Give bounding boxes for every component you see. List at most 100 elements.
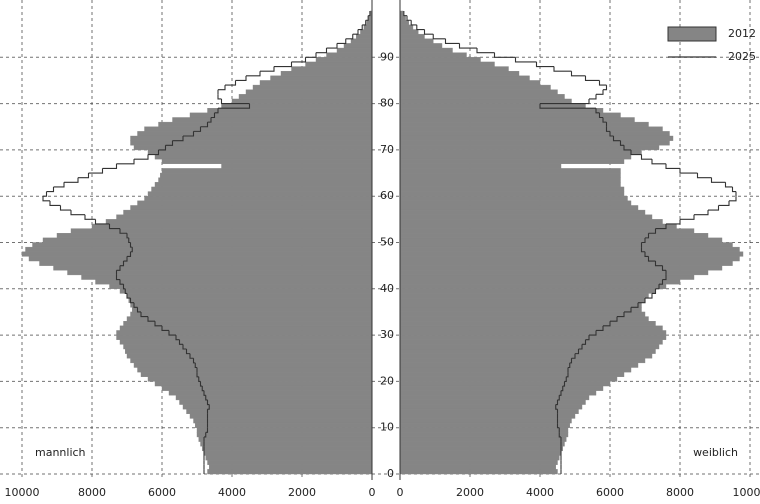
legend-label: 2012 (728, 27, 756, 40)
step-line (564, 376, 567, 382)
step-line (49, 200, 61, 207)
step-line (729, 196, 737, 202)
step-line (183, 131, 195, 137)
bar (21, 251, 373, 257)
bar (399, 108, 604, 114)
bar (179, 399, 373, 405)
step-line (203, 390, 206, 396)
legend-label: 2025 (728, 50, 756, 63)
step-line (64, 177, 79, 183)
step-line (571, 353, 576, 359)
bar (399, 126, 663, 132)
bar (399, 348, 656, 354)
step-line (584, 75, 600, 81)
bar (203, 450, 373, 456)
bar (399, 223, 677, 229)
step-line (641, 237, 646, 244)
bar (205, 455, 373, 461)
step-line (605, 126, 610, 132)
bar (119, 325, 373, 331)
bar (366, 20, 373, 26)
bar (399, 339, 663, 345)
bar (399, 57, 481, 63)
bar (140, 371, 373, 377)
step-line (666, 219, 681, 225)
y-tick-label: 80 (380, 97, 394, 110)
plot (21, 0, 744, 480)
bar (399, 427, 569, 433)
step-line (652, 288, 657, 294)
bar (399, 15, 406, 21)
step-line (648, 228, 657, 234)
step-line (665, 163, 680, 169)
step-line (115, 274, 120, 281)
x-tick-label: 0 (369, 486, 376, 499)
step-line (130, 247, 133, 253)
bar (399, 70, 520, 77)
step-line (679, 168, 698, 174)
bar (399, 80, 541, 86)
bar (399, 302, 642, 308)
step-line (710, 177, 726, 183)
bar (399, 367, 632, 373)
bar (116, 330, 373, 336)
step-line (200, 122, 209, 128)
step-line (631, 302, 639, 308)
bar (130, 311, 373, 317)
step-line (78, 173, 90, 179)
bar (126, 316, 373, 322)
step-line (217, 94, 222, 100)
step-line (610, 316, 618, 322)
bar (399, 135, 674, 141)
bar (399, 436, 567, 442)
bar (399, 307, 642, 313)
bar (399, 279, 681, 285)
bar (151, 186, 373, 192)
bar (132, 307, 373, 313)
bar (42, 237, 373, 243)
step-line (274, 61, 293, 68)
step-line (458, 43, 477, 49)
step-line (198, 376, 201, 382)
step-line (120, 261, 125, 267)
x-tick-label: 6000 (148, 486, 176, 499)
step-line (645, 293, 653, 299)
bar (399, 158, 625, 164)
step-line (205, 427, 209, 433)
bar (399, 446, 563, 452)
step-line (598, 112, 603, 119)
bar (399, 89, 558, 95)
step-line (189, 353, 194, 359)
step-line (178, 339, 183, 345)
bar (245, 89, 373, 95)
step-line (708, 205, 720, 211)
step-line (201, 386, 204, 392)
y-tick-label: 60 (380, 189, 394, 202)
bar (399, 390, 597, 396)
bar (399, 408, 579, 415)
step-line (128, 237, 131, 244)
bar (196, 432, 373, 438)
step-line (246, 71, 261, 77)
step-line (305, 52, 317, 58)
step-line (493, 52, 516, 58)
bar (399, 186, 625, 192)
bar (399, 246, 740, 252)
bar (28, 256, 373, 262)
bar (399, 177, 621, 183)
bar (126, 293, 373, 299)
bar (207, 459, 373, 465)
bar (209, 464, 373, 470)
bar (399, 316, 649, 322)
step-line (569, 358, 573, 364)
bar (399, 270, 709, 276)
x-tick-label: 10000 (733, 486, 760, 499)
bar (399, 344, 660, 350)
bar (25, 246, 373, 252)
step-line (119, 228, 127, 234)
bar (399, 376, 618, 382)
bar (399, 283, 667, 290)
step-line (561, 386, 564, 392)
bar (399, 103, 586, 109)
